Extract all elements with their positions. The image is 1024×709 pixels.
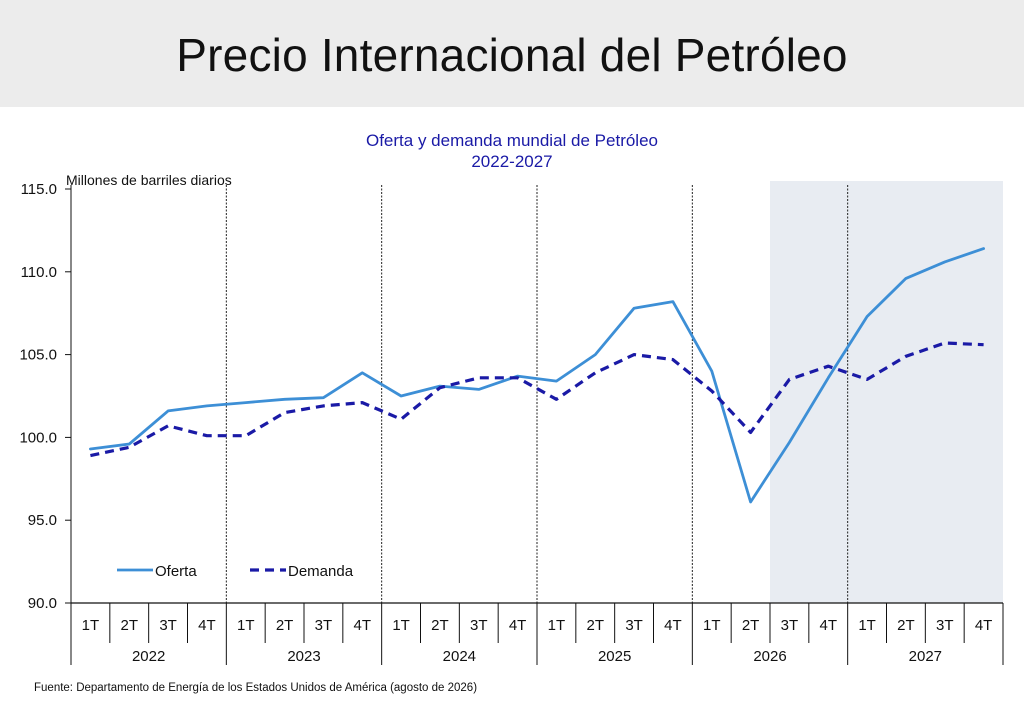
y-tick-label: 115.0 <box>21 181 57 198</box>
x-quarter-label: 2T <box>431 617 449 634</box>
x-quarter-label: 4T <box>509 617 527 634</box>
x-quarter-label: 3T <box>315 617 333 634</box>
chart-title: Oferta y demanda mundial de Petróleo <box>365 131 658 150</box>
y-tick-label: 90.0 <box>28 595 57 612</box>
y-tick-label: 95.0 <box>28 512 57 529</box>
x-year-label: 2025 <box>598 648 631 665</box>
series-line-oferta <box>89 247 985 504</box>
x-quarter-label: 2T <box>276 617 294 634</box>
page-title: Precio Internacional del Petróleo <box>176 29 848 81</box>
x-quarter-label: 4T <box>664 617 682 634</box>
x-year-label: 2027 <box>909 648 942 665</box>
x-year-label: 2023 <box>287 648 320 665</box>
x-year-label: 2026 <box>753 648 786 665</box>
x-quarter-label: 1T <box>82 617 100 634</box>
x-quarter-label: 1T <box>392 617 410 634</box>
x-quarter-label: 4T <box>198 617 216 634</box>
legend-label-demanda: Demanda <box>288 563 354 580</box>
x-quarter-label: 1T <box>548 617 566 634</box>
x-year-label: 2022 <box>132 648 165 665</box>
series-line-demanda <box>90 341 984 458</box>
source-note: Fuente: Departamento de Energía de los E… <box>34 682 478 694</box>
x-quarter-label: 1T <box>237 617 255 634</box>
x-quarter-label: 4T <box>353 617 371 634</box>
y-tick-label: 105.0 <box>19 347 57 364</box>
x-year-label: 2024 <box>443 648 476 665</box>
x-quarter-label: 2T <box>897 617 915 634</box>
y-axis-label: Millones de barriles diarios <box>66 172 232 188</box>
x-quarter-label: 1T <box>858 617 876 634</box>
x-quarter-label: 3T <box>470 617 488 634</box>
x-quarter-label: 4T <box>975 617 993 634</box>
x-quarter-label: 3T <box>159 617 177 634</box>
title-banner: Precio Internacional del Petróleo <box>0 0 1024 107</box>
x-quarter-label: 3T <box>625 617 643 634</box>
forecast-shading <box>770 181 1003 603</box>
legend-label-oferta: Oferta <box>155 563 197 580</box>
x-quarter-label: 2T <box>742 617 760 634</box>
x-quarter-label: 3T <box>936 617 954 634</box>
y-tick-label: 100.0 <box>19 429 57 446</box>
x-quarter-label: 4T <box>819 617 837 634</box>
chart-subtitle: 2022-2027 <box>471 152 553 171</box>
y-tick-label: 110.0 <box>21 264 57 281</box>
x-quarter-label: 2T <box>586 617 604 634</box>
x-quarter-label: 3T <box>781 617 799 634</box>
x-quarter-label: 2T <box>120 617 138 634</box>
x-quarter-label: 1T <box>703 617 721 634</box>
